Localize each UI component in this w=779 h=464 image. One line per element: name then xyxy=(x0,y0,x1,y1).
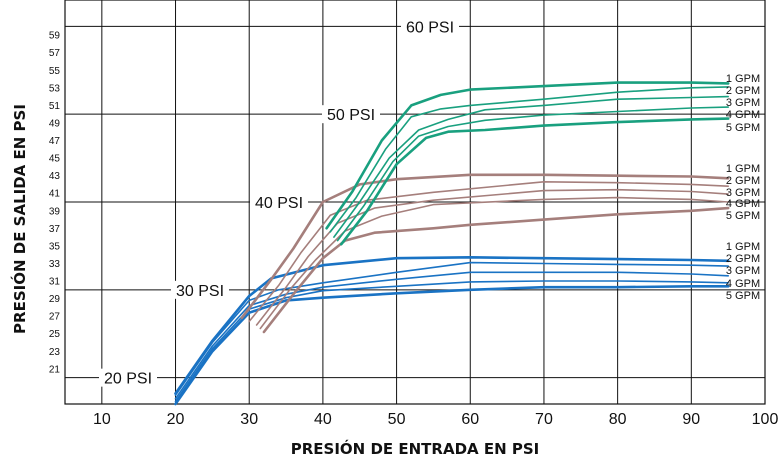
series-label-30-psi-4gpm: 4 GPM xyxy=(726,278,760,290)
flow-curves xyxy=(174,81,730,406)
y-tick-label-31: 31 xyxy=(49,277,61,288)
y-tick-label-23: 23 xyxy=(49,347,61,358)
x-tick-labels: 10 20 30 40 50 60 70 80 90 100 xyxy=(93,411,779,428)
y-tick-label-21: 21 xyxy=(49,364,61,375)
x-tick-label-80: 80 xyxy=(609,411,627,428)
series-label-50-psi-5gpm: 5 GPM xyxy=(726,122,760,134)
y-tick-label-29: 29 xyxy=(49,294,61,305)
series-label-30-psi-5gpm: 5 GPM xyxy=(726,290,760,302)
curve-40-psi-5-gpm xyxy=(262,206,730,334)
setpoint-label-bg-30 xyxy=(171,280,229,299)
curve-30-psi-1-gpm xyxy=(174,256,730,395)
y-tick-label-25: 25 xyxy=(49,329,61,340)
y-tick-label-53: 53 xyxy=(49,83,61,94)
setpoint-label-bg-60 xyxy=(401,17,459,36)
setpoint-label-bg-50 xyxy=(322,105,380,124)
y-tick-label-39: 39 xyxy=(49,206,61,217)
curve-50-psi-4-gpm xyxy=(336,106,729,242)
curve-30-psi-3-gpm xyxy=(174,271,729,400)
y-tick-label-37: 37 xyxy=(49,224,61,235)
series-label-50-psi-4gpm: 4 GPM xyxy=(726,109,760,121)
curve-50-psi-3-gpm xyxy=(333,95,729,238)
y-tick-label-33: 33 xyxy=(49,259,61,270)
y-axis-title: PRESIÓN DE SALIDA EN PSI xyxy=(11,104,29,334)
curve-30-psi-4-gpm xyxy=(174,280,729,403)
x-tick-label-60: 60 xyxy=(461,411,479,428)
setpoint-label-bg-40 xyxy=(250,193,308,211)
y-tick-label-57: 57 xyxy=(49,48,61,59)
curve-50-psi-1-gpm xyxy=(325,81,730,230)
series-label-50-psi-2gpm: 2 GPM xyxy=(726,85,760,97)
setpoint-label-40: 40 PSI xyxy=(255,195,303,212)
curve-40-psi-1-gpm xyxy=(240,173,730,320)
y-tick-label-27: 27 xyxy=(49,312,61,323)
x-tick-label-40: 40 xyxy=(314,411,332,428)
curve-50-psi-5-gpm xyxy=(340,117,730,246)
y-tick-label-47: 47 xyxy=(49,136,61,147)
y-tick-label-35: 35 xyxy=(49,241,61,252)
y-tick-label-43: 43 xyxy=(49,171,61,182)
series-label-50-psi-3gpm: 3 GPM xyxy=(726,97,760,109)
y-tick-label-49: 49 xyxy=(49,118,61,129)
series-label-40-psi-4gpm: 4 GPM xyxy=(726,198,760,210)
setpoint-lines: 20 PSI 30 PSI 40 PSI 50 PSI 60 PSI xyxy=(65,17,765,388)
setpoint-label-50: 50 PSI xyxy=(327,107,375,124)
x-tick-label-20: 20 xyxy=(167,411,185,428)
y-tick-label-51: 51 xyxy=(49,101,61,112)
y-tick-label-59: 59 xyxy=(49,31,61,42)
curve-30-psi-5-gpm xyxy=(174,285,730,406)
y-tick-labels: 21 23 25 27 29 31 33 35 37 39 41 43 45 47 49 51 53 55 57 59 xyxy=(49,31,61,376)
x-tick-label-10: 10 xyxy=(93,411,111,428)
y-tick-label-55: 55 xyxy=(49,66,61,77)
series-label-40-psi-2gpm: 2 GPM xyxy=(726,175,760,187)
series-label-50-psi-1gpm: 1 GPM xyxy=(726,73,760,85)
x-tick-label-30: 30 xyxy=(240,411,258,428)
y-tick-label-45: 45 xyxy=(49,154,61,165)
setpoint-label-60: 60 PSI xyxy=(406,19,454,36)
series-label-30-psi-3gpm: 3 GPM xyxy=(726,265,760,277)
series-label-30-psi-2gpm: 2 GPM xyxy=(726,253,760,265)
curve-40-psi-4-gpm xyxy=(259,196,729,330)
setpoint-label-30: 30 PSI xyxy=(176,283,224,300)
y-tick-label-41: 41 xyxy=(49,189,61,200)
x-tick-label-100: 100 xyxy=(752,411,779,428)
curve-40-psi-3-gpm xyxy=(255,188,729,326)
series-label-40-psi-3gpm: 3 GPM xyxy=(726,187,760,199)
x-tick-label-70: 70 xyxy=(535,411,553,428)
series-label-40-psi-1gpm: 1 GPM xyxy=(726,163,760,175)
series-label-40-psi-5gpm: 5 GPM xyxy=(726,210,760,222)
setpoint-label-bg-20 xyxy=(99,368,157,387)
series-label-30-psi-1gpm: 1 GPM xyxy=(726,241,760,253)
curve-40-psi-2-gpm xyxy=(248,181,729,323)
curve-30-psi-2-gpm xyxy=(174,261,729,396)
x-tick-label-50: 50 xyxy=(388,411,406,428)
x-tick-label-90: 90 xyxy=(682,411,700,428)
x-axis-title: PRESIÓN DE ENTRADA EN PSI xyxy=(290,440,540,458)
curve-50-psi-2-gpm xyxy=(329,86,729,233)
setpoint-label-20: 20 PSI xyxy=(104,371,152,388)
